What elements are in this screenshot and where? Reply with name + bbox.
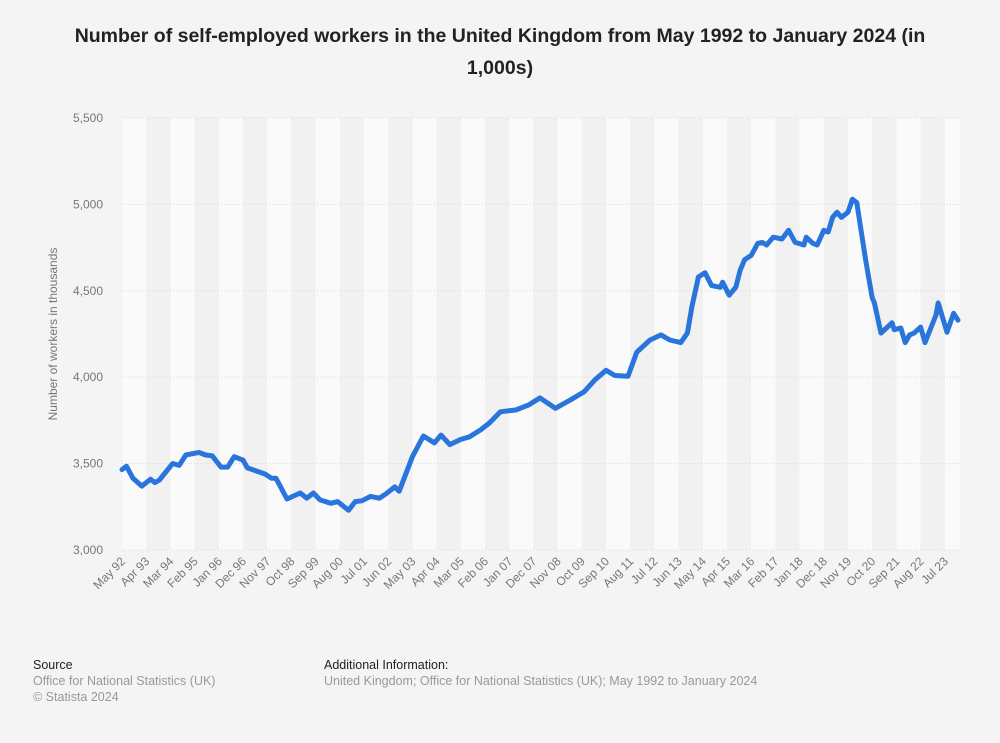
background-stripe bbox=[146, 118, 171, 550]
background-stripe bbox=[823, 118, 848, 550]
background-stripe bbox=[412, 118, 437, 550]
additional-info-block: Additional Information: United Kingdom; … bbox=[324, 657, 757, 689]
background-stripe bbox=[944, 118, 960, 550]
background-stripe bbox=[364, 118, 389, 550]
background-stripe bbox=[194, 118, 219, 550]
y-tick-label: 3,000 bbox=[73, 543, 103, 557]
background-stripe bbox=[388, 118, 413, 550]
source-text[interactable]: Office for National Statistics (UK) bbox=[33, 674, 216, 688]
source-label: Source bbox=[33, 658, 73, 672]
background-stripe bbox=[751, 118, 776, 550]
y-axis-title: Number of workers in thousands bbox=[46, 248, 60, 421]
background-stripe bbox=[581, 118, 606, 550]
background-stripe bbox=[218, 118, 243, 550]
additional-info-label: Additional Information: bbox=[324, 658, 449, 672]
background-stripe bbox=[485, 118, 510, 550]
chart-title: Number of self-employed workers in the U… bbox=[74, 25, 926, 79]
background-stripe bbox=[557, 118, 582, 550]
background-stripe bbox=[243, 118, 268, 550]
background-stripe bbox=[702, 118, 727, 550]
background-stripe bbox=[848, 118, 873, 550]
background-stripe bbox=[775, 118, 800, 550]
source-block: Source Office for National Statistics (U… bbox=[33, 657, 215, 705]
series-line bbox=[119, 196, 961, 513]
background-stripe bbox=[799, 118, 824, 550]
x-tick-label: Jul 23 bbox=[918, 554, 951, 587]
copyright-text: © Statista 2024 bbox=[33, 690, 119, 704]
background-stripe bbox=[436, 118, 461, 550]
background-stripe bbox=[291, 118, 316, 550]
background-stripe bbox=[533, 118, 558, 550]
y-tick-label: 5,500 bbox=[73, 111, 103, 125]
background-stripe bbox=[509, 118, 534, 550]
background-stripe bbox=[727, 118, 752, 550]
y-tick-label: 4,000 bbox=[73, 370, 103, 384]
background-stripe bbox=[315, 118, 340, 550]
background-stripe bbox=[339, 118, 364, 550]
y-tick-label: 5,000 bbox=[73, 197, 103, 211]
background-stripe bbox=[170, 118, 195, 550]
background-stripe bbox=[606, 118, 631, 550]
background-stripe bbox=[630, 118, 655, 550]
additional-info-text: United Kingdom; Office for National Stat… bbox=[324, 674, 758, 688]
y-axis-ticks: 3,000 3,500 4,000 4,500 5,000 5,500 bbox=[73, 111, 103, 557]
y-tick-label: 4,500 bbox=[73, 284, 103, 298]
background-stripes bbox=[122, 118, 960, 550]
background-stripe bbox=[872, 118, 897, 550]
background-stripe bbox=[678, 118, 703, 550]
background-stripe bbox=[460, 118, 485, 550]
y-tick-label: 3,500 bbox=[73, 457, 103, 471]
